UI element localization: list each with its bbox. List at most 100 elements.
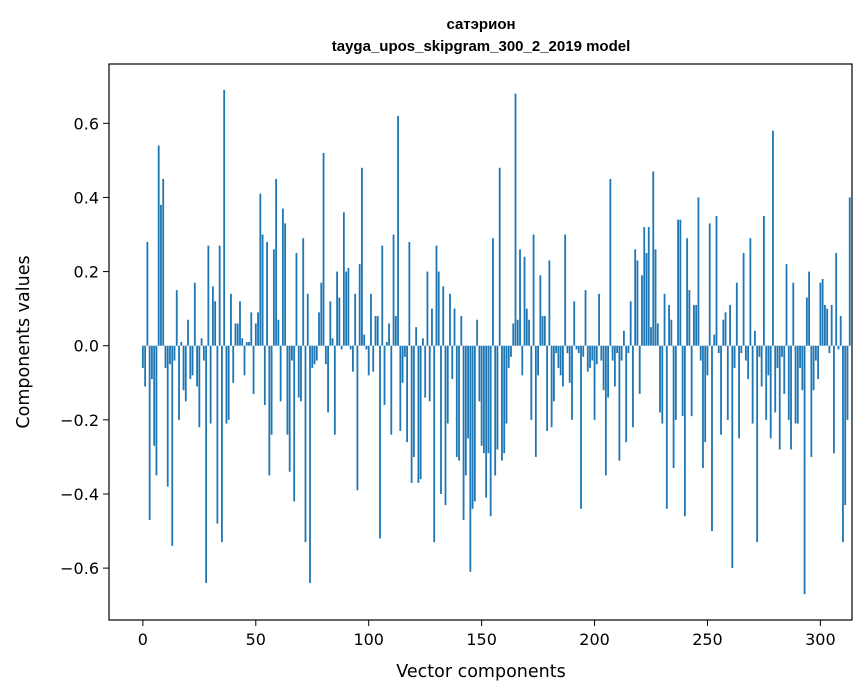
bar: [451, 345, 454, 380]
bar: [607, 345, 609, 398]
bar: [144, 345, 147, 387]
bar: [695, 304, 698, 346]
bar: [324, 345, 327, 365]
bar: [501, 345, 503, 461]
bar: [471, 345, 474, 509]
bar: [711, 345, 713, 532]
bar: [347, 267, 350, 346]
bar: [505, 345, 508, 424]
bar: [654, 249, 657, 346]
bar: [528, 319, 530, 346]
bar: [277, 319, 280, 346]
bar: [790, 345, 792, 450]
bar: [523, 256, 526, 346]
bar: [428, 345, 431, 402]
x-tick-label: 50: [246, 630, 266, 649]
bar: [575, 345, 578, 350]
bar: [473, 345, 476, 502]
bar: [155, 345, 158, 476]
bar: [620, 345, 623, 361]
bar: [146, 241, 149, 346]
bar: [731, 345, 734, 569]
bar: [410, 345, 413, 483]
bar: [469, 345, 472, 572]
bar: [763, 215, 765, 346]
bar: [810, 345, 813, 457]
bar: [634, 249, 637, 346]
bar: [180, 342, 183, 346]
bar: [482, 345, 485, 454]
bar: [772, 130, 774, 346]
bar: [422, 338, 424, 346]
bar: [539, 275, 542, 346]
bar: [388, 323, 390, 346]
bar: [415, 327, 418, 346]
bar: [259, 193, 262, 346]
bar: [460, 316, 463, 346]
bar: [498, 167, 501, 346]
bar: [162, 178, 165, 346]
bar: [153, 345, 156, 446]
bar: [379, 345, 381, 539]
bar: [668, 304, 670, 346]
bar: [304, 345, 307, 543]
bar: [342, 212, 345, 346]
bar: [243, 345, 246, 376]
bar: [435, 245, 438, 346]
bar: [254, 323, 257, 346]
bar: [354, 293, 357, 346]
bar: [672, 345, 675, 469]
bar: [453, 308, 456, 346]
bar: [433, 345, 436, 543]
bar: [550, 345, 553, 428]
bar: [372, 345, 375, 372]
bar: [638, 345, 641, 394]
bar: [424, 345, 427, 398]
bar: [693, 304, 695, 346]
bar: [708, 223, 711, 346]
bar: [742, 253, 745, 346]
y-tick-label: 0.0: [74, 337, 99, 356]
bar: [636, 260, 639, 346]
bar: [252, 345, 255, 394]
bar: [487, 345, 490, 454]
bar: [374, 316, 377, 346]
bar: [340, 345, 343, 350]
bar: [686, 238, 689, 346]
bar: [496, 345, 499, 450]
y-tick-label: −0.4: [60, 485, 99, 504]
bar: [464, 345, 467, 476]
bar: [397, 115, 399, 346]
bar: [250, 312, 253, 346]
bar: [568, 345, 571, 383]
bar: [546, 345, 549, 431]
bar: [485, 345, 488, 498]
bar: [311, 345, 314, 368]
bar: [279, 345, 282, 402]
bar: [744, 345, 747, 361]
bar: [200, 338, 203, 346]
plot-frame: [108, 63, 853, 621]
bar: [169, 345, 171, 365]
bar: [412, 345, 415, 457]
bar: [211, 286, 214, 346]
bar: [760, 345, 763, 387]
bar: [221, 345, 223, 543]
x-tick-label: 150: [466, 630, 497, 649]
bar: [848, 197, 851, 346]
bar: [774, 345, 777, 413]
bar: [205, 345, 208, 583]
bar: [629, 301, 632, 346]
bar: [241, 338, 244, 346]
bar: [480, 345, 483, 446]
bar: [794, 345, 797, 424]
bar: [261, 234, 264, 346]
bar: [751, 345, 754, 424]
bar: [245, 342, 248, 346]
bar: [729, 304, 731, 346]
bar: [792, 282, 795, 346]
bar: [171, 345, 174, 546]
bar: [270, 345, 273, 435]
bar: [275, 178, 278, 346]
bar: [663, 293, 666, 346]
